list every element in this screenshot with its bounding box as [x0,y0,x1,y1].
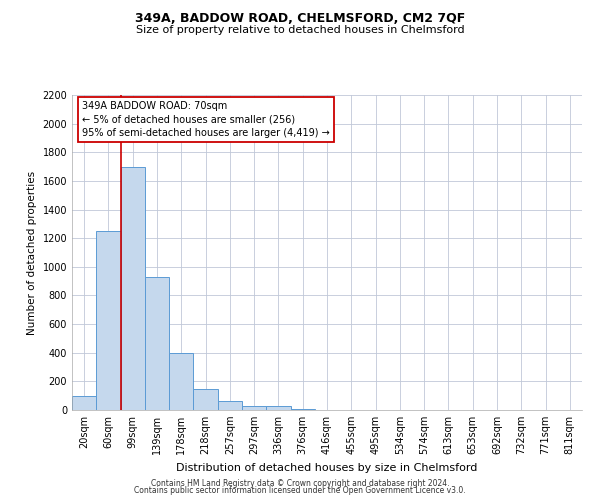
Bar [121,166,145,410]
Bar [145,277,169,410]
Bar [218,402,242,410]
Text: Contains public sector information licensed under the Open Government Licence v3: Contains public sector information licen… [134,486,466,495]
Bar [193,388,218,410]
Bar [72,396,96,410]
Bar [96,231,121,410]
Text: Contains HM Land Registry data © Crown copyright and database right 2024.: Contains HM Land Registry data © Crown c… [151,478,449,488]
Text: 349A, BADDOW ROAD, CHELMSFORD, CM2 7QF: 349A, BADDOW ROAD, CHELMSFORD, CM2 7QF [135,12,465,26]
Bar [266,406,290,410]
X-axis label: Distribution of detached houses by size in Chelmsford: Distribution of detached houses by size … [176,462,478,472]
Bar [242,406,266,410]
Text: Size of property relative to detached houses in Chelmsford: Size of property relative to detached ho… [136,25,464,35]
Bar [169,352,193,410]
Y-axis label: Number of detached properties: Number of detached properties [27,170,37,334]
Text: 349A BADDOW ROAD: 70sqm
← 5% of detached houses are smaller (256)
95% of semi-de: 349A BADDOW ROAD: 70sqm ← 5% of detached… [82,102,330,138]
